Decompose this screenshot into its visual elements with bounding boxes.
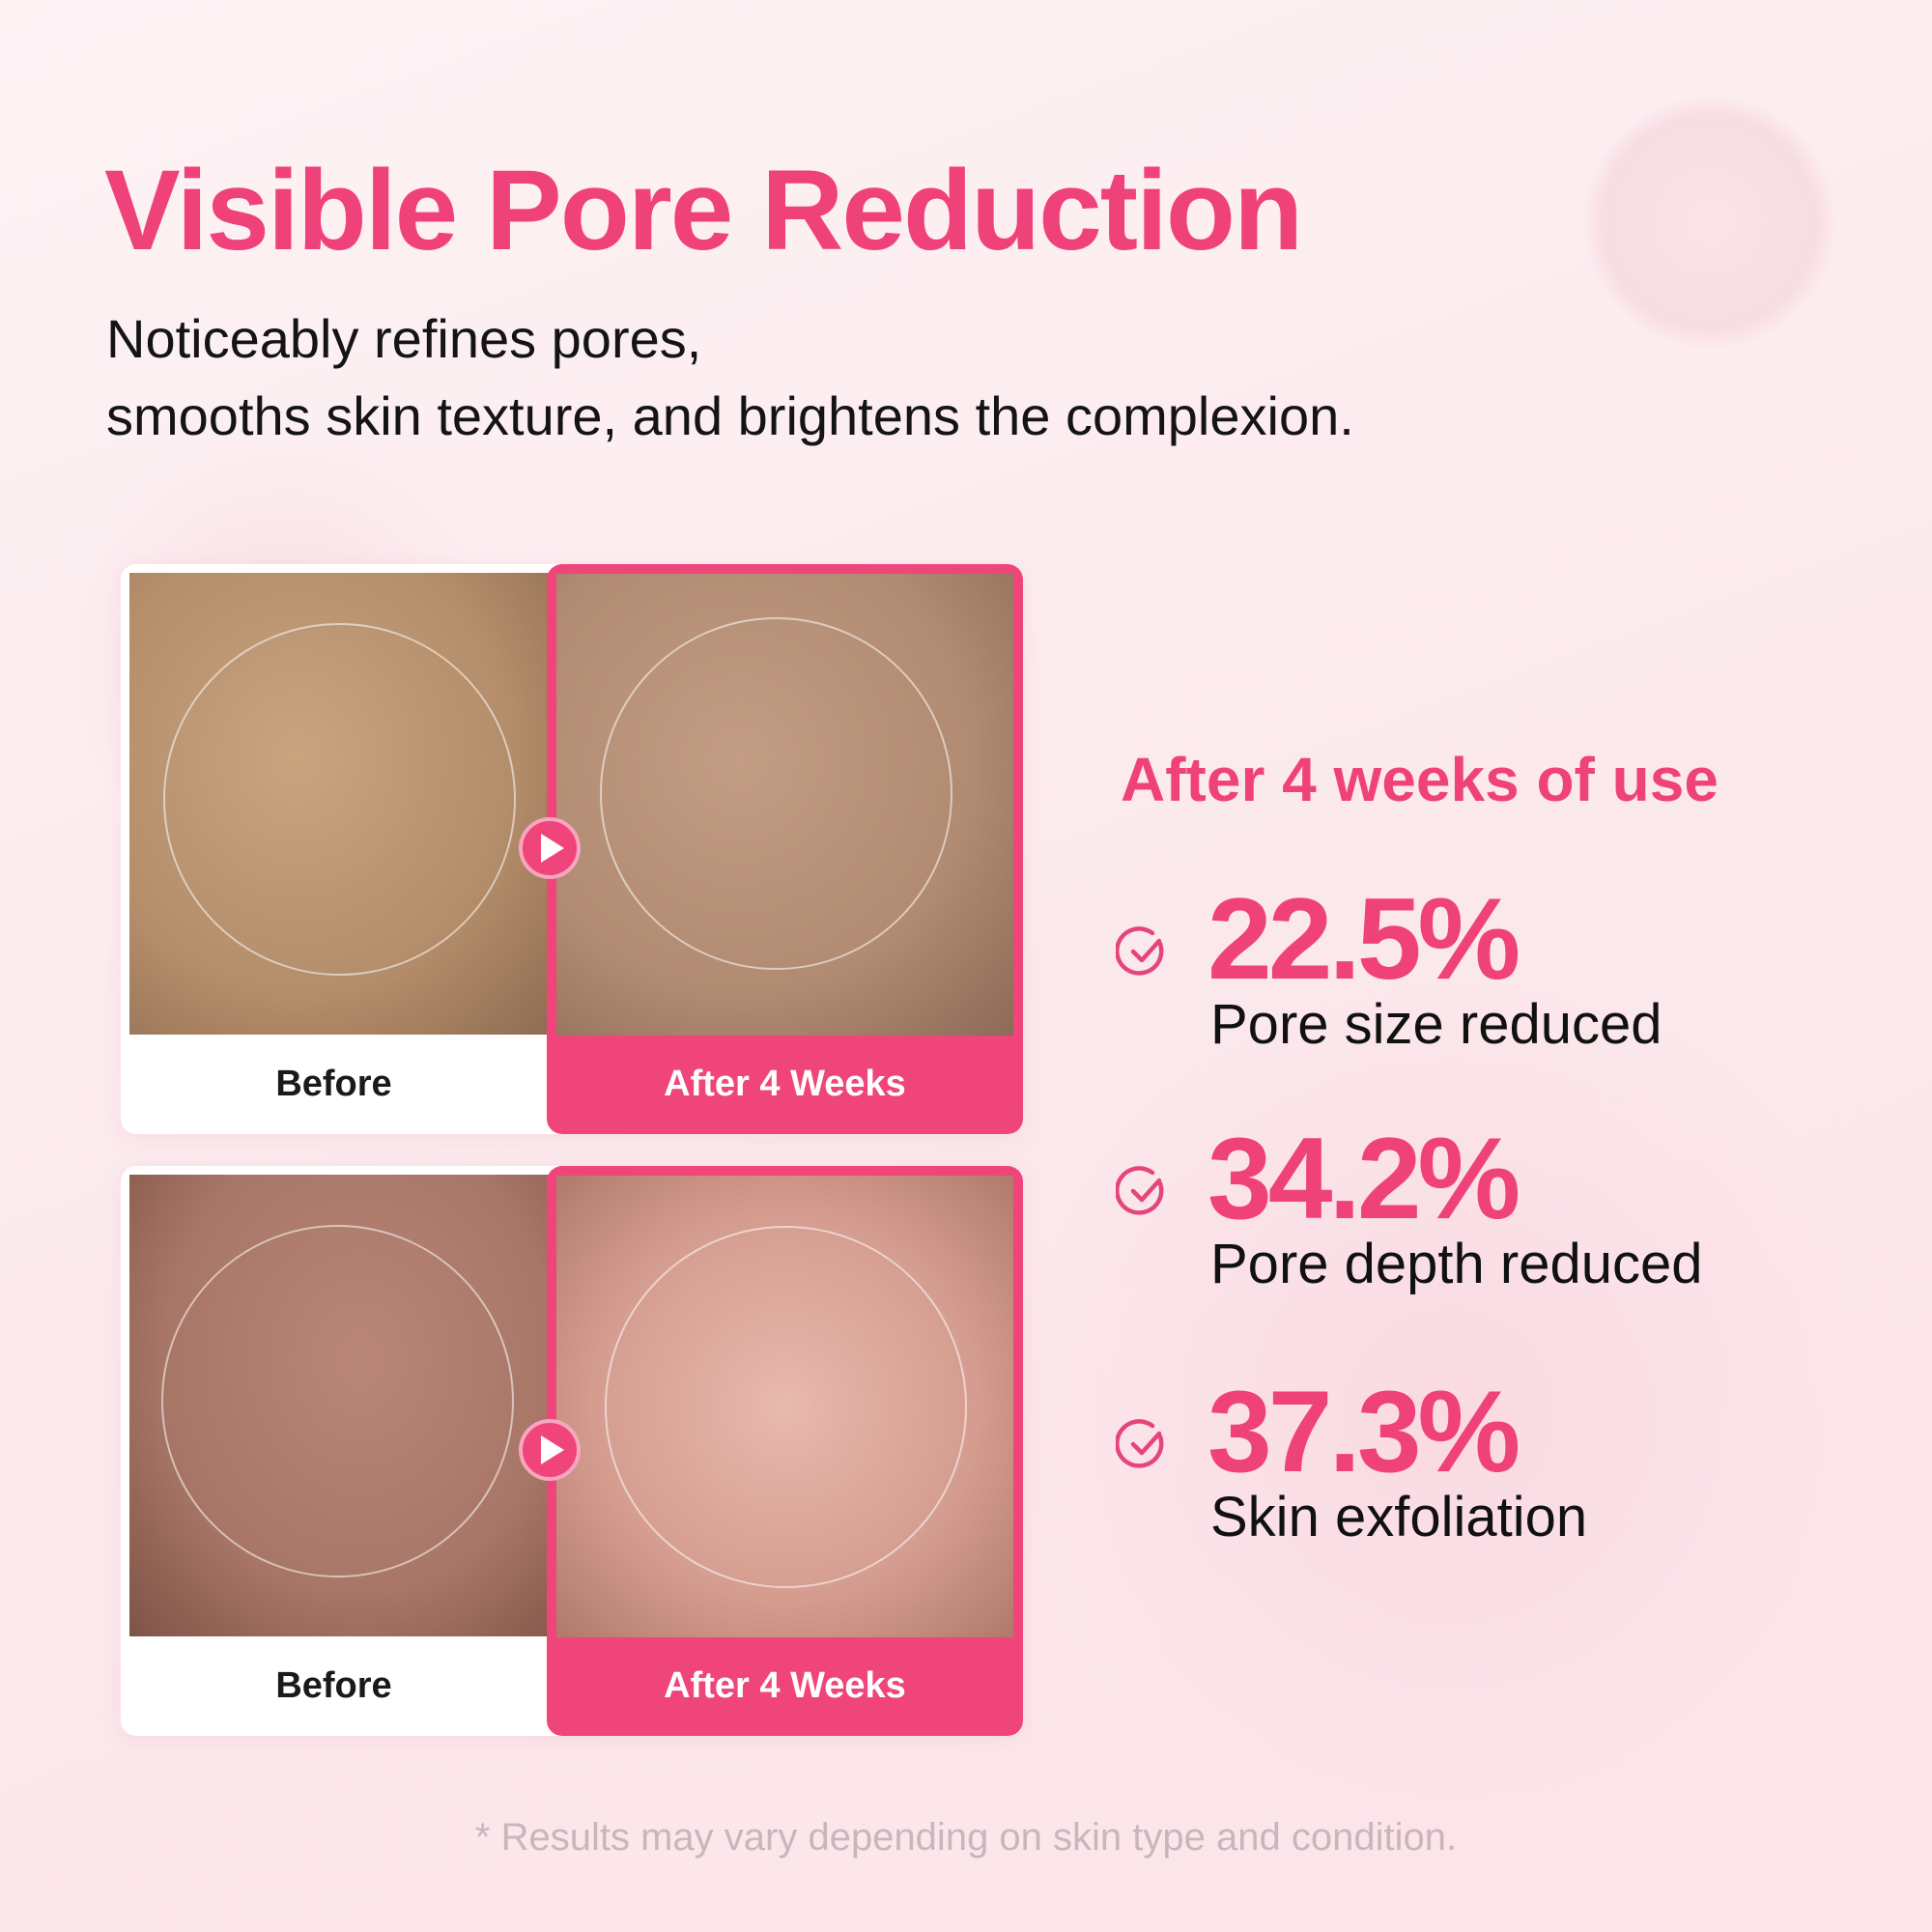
before-label: Before xyxy=(275,1665,392,1706)
comparison-card-1: Before After 4 Weeks xyxy=(121,564,1023,1134)
before-label: Before xyxy=(275,1064,392,1104)
stat-label: Pore size reduced xyxy=(1210,993,1662,1056)
focus-circle xyxy=(161,1225,514,1577)
subtitle-line-1: Noticeably refines pores, xyxy=(106,308,702,369)
check-circle-icon xyxy=(1116,1166,1164,1215)
subtitle-line-2: smooths skin texture, and brightens the … xyxy=(106,385,1354,446)
after-label: After 4 Weeks xyxy=(664,1064,906,1104)
results-heading: After 4 weeks of use xyxy=(1121,745,1719,814)
before-photo xyxy=(129,1175,549,1636)
comparison-card-2: Before After 4 Weeks xyxy=(121,1166,1023,1736)
play-arrow-icon xyxy=(519,1419,581,1481)
check-circle-icon xyxy=(1116,1419,1164,1468)
focus-circle xyxy=(605,1226,967,1588)
stat-value: 22.5% xyxy=(1208,874,1520,1004)
focus-circle xyxy=(600,617,952,970)
play-arrow-icon xyxy=(519,817,581,879)
stat-value: 34.2% xyxy=(1208,1114,1520,1243)
stat-label: Skin exfoliation xyxy=(1210,1486,1588,1548)
check-circle-icon xyxy=(1116,926,1164,976)
decorative-bubble xyxy=(1584,97,1835,348)
before-photo xyxy=(129,573,549,1035)
disclaimer-footnote: * Results may vary depending on skin typ… xyxy=(474,1816,1458,1859)
stat-value: 37.3% xyxy=(1208,1367,1520,1496)
after-panel: After 4 Weeks xyxy=(547,1166,1023,1736)
stat-label: Pore depth reduced xyxy=(1210,1233,1703,1295)
after-photo xyxy=(556,574,1013,1036)
focus-circle xyxy=(163,623,516,976)
after-panel: After 4 Weeks xyxy=(547,564,1023,1134)
page-title: Visible Pore Reduction xyxy=(104,147,1303,274)
after-label: After 4 Weeks xyxy=(664,1665,906,1706)
after-photo xyxy=(556,1176,1013,1637)
